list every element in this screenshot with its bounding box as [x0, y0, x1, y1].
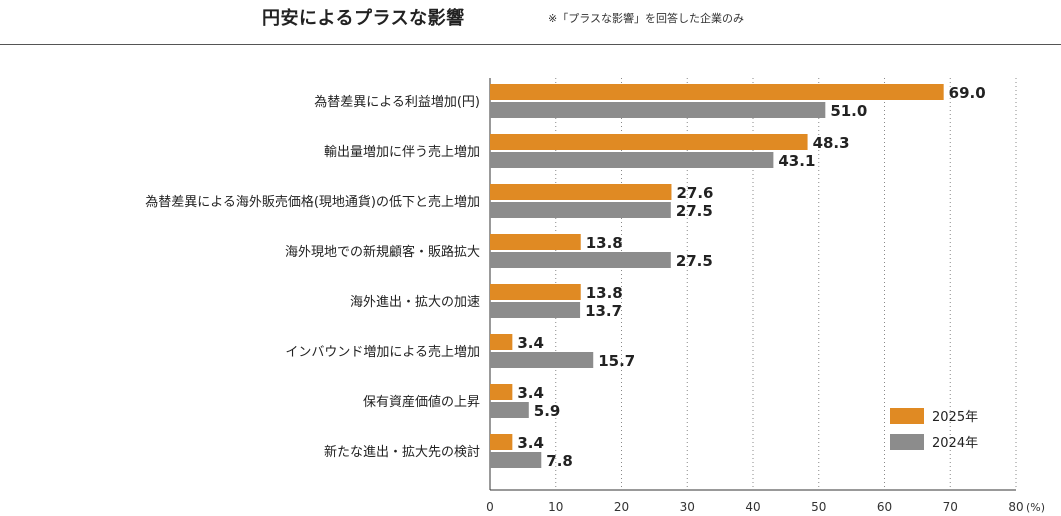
data-label: 7.8	[546, 452, 573, 470]
category-label: 為替差異による利益増加(円)	[314, 94, 480, 110]
data-label: 13.8	[586, 284, 623, 302]
x-tick-label: 60	[877, 500, 892, 514]
data-label: 3.4	[517, 384, 544, 402]
legend-swatch	[890, 434, 924, 450]
bar	[490, 184, 672, 200]
x-tick-label: 10	[548, 500, 563, 514]
bar	[490, 452, 542, 468]
x-tick-label: 0	[486, 500, 494, 514]
bar	[490, 384, 513, 400]
data-label: 3.4	[517, 334, 544, 352]
bar	[490, 434, 513, 450]
data-label: 15.7	[598, 352, 635, 370]
bar	[490, 352, 594, 368]
data-label: 48.3	[813, 134, 850, 152]
data-label: 13.7	[585, 302, 622, 320]
data-label: 43.1	[778, 152, 815, 170]
data-label: 27.6	[676, 184, 713, 202]
data-label: 13.8	[586, 234, 623, 252]
category-label: 輸出量増加に伴う売上増加	[324, 144, 480, 160]
data-label: 69.0	[949, 84, 986, 102]
bar	[490, 102, 826, 118]
data-label: 27.5	[676, 252, 713, 270]
bar	[490, 202, 671, 218]
legend-swatch	[890, 408, 924, 424]
data-label: 3.4	[517, 434, 544, 452]
chart-title: 円安によるプラスな影響	[262, 8, 465, 29]
data-label: 5.9	[534, 402, 561, 420]
x-tick-label: 80	[1008, 500, 1023, 514]
chart-note: ※「プラスな影響」を回答した企業のみ	[548, 12, 744, 25]
category-label: 海外現地での新規顧客・販路拡大	[285, 244, 480, 260]
bar	[490, 152, 774, 168]
x-tick-label: 70	[943, 500, 958, 514]
bar	[490, 302, 581, 318]
bar	[490, 402, 529, 418]
category-label: 為替差異による海外販売価格(現地通貨)の低下と売上増加	[145, 194, 480, 210]
legend-label: 2024年	[932, 436, 978, 451]
bar	[490, 84, 944, 100]
x-unit-label: (%)	[1026, 501, 1045, 514]
x-tick-label: 50	[811, 500, 826, 514]
category-label: 海外進出・拡大の加速	[350, 295, 480, 310]
bar	[490, 252, 671, 268]
bar	[490, 134, 808, 150]
bar	[490, 234, 581, 250]
bar	[490, 334, 513, 350]
header-divider	[0, 44, 1061, 45]
legend-label: 2025年	[932, 410, 978, 425]
x-tick-label: 20	[614, 500, 629, 514]
data-label: 27.5	[676, 202, 713, 220]
category-label: インバウンド増加による売上増加	[285, 344, 480, 360]
x-tick-label: 40	[745, 500, 760, 514]
data-label: 51.0	[830, 102, 867, 120]
bar	[490, 284, 581, 300]
x-tick-label: 30	[680, 500, 695, 514]
category-label: 保有資産価値の上昇	[363, 394, 480, 410]
category-label: 新たな進出・拡大先の検討	[324, 444, 480, 460]
